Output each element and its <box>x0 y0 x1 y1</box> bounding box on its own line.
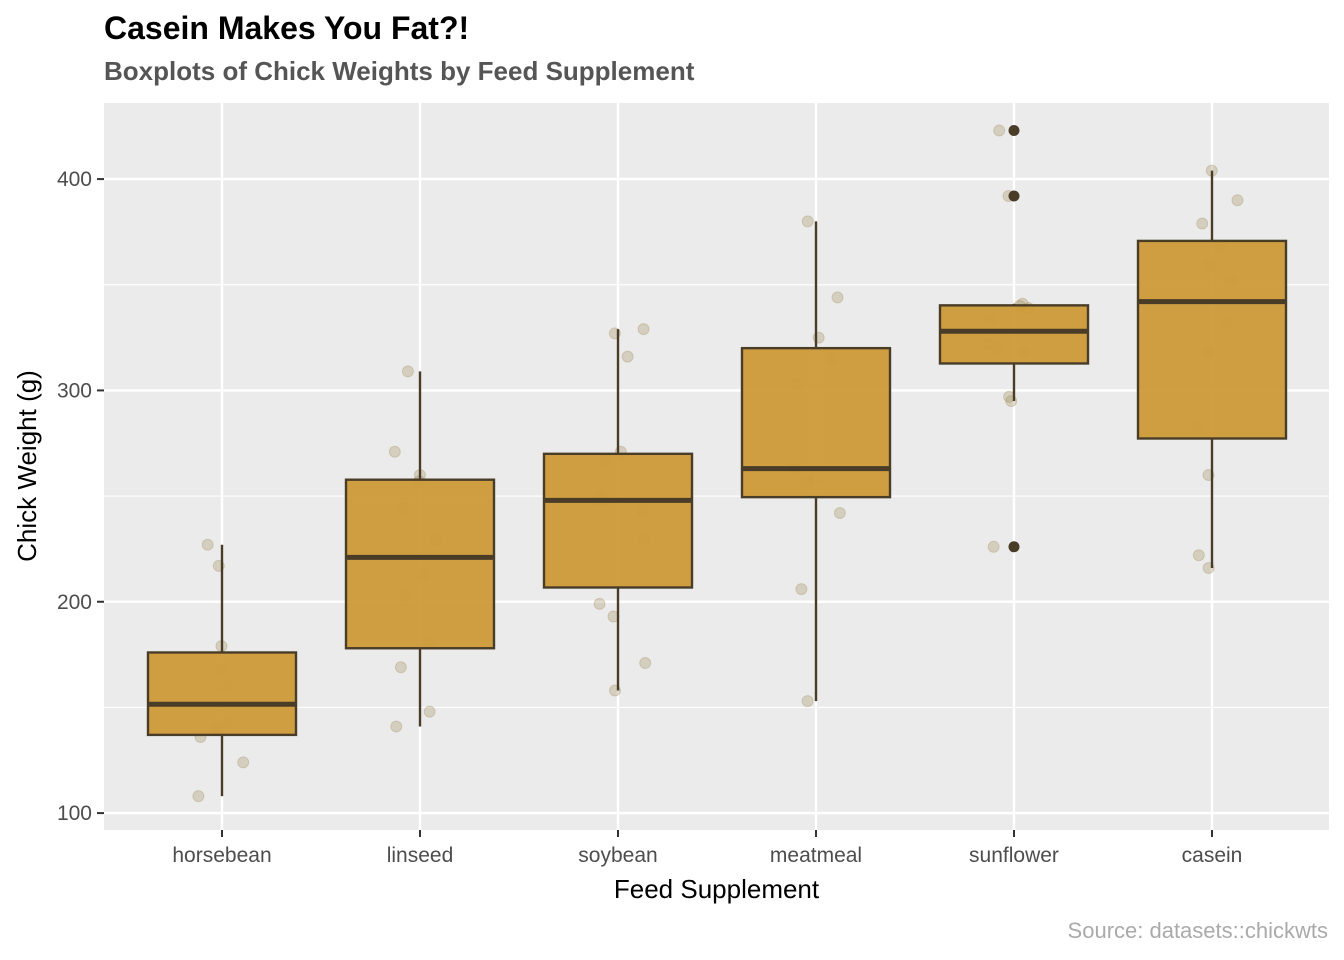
chart-subtitle: Boxplots of Chick Weights by Feed Supple… <box>104 56 695 86</box>
jitter-point <box>237 756 250 769</box>
y-tick-label: 200 <box>57 591 92 614</box>
jitter-point <box>812 331 825 344</box>
box-iqr <box>542 452 694 589</box>
box-iqr <box>146 651 298 737</box>
box-iqr <box>1136 239 1288 440</box>
outlier-point <box>1008 541 1020 553</box>
chart-title: Casein Makes You Fat?! <box>104 10 470 46</box>
jitter-point <box>801 215 814 228</box>
jitter-point <box>831 291 844 304</box>
plot-panel <box>104 103 1329 830</box>
jitter-point <box>593 597 606 610</box>
x-tick-label: horsebean <box>172 844 271 867</box>
jitter-point <box>639 657 652 670</box>
jitter-point <box>801 695 814 708</box>
chart-caption: Source: datasets::chickwts <box>1067 918 1328 943</box>
jitter-point <box>394 661 407 674</box>
x-tick-label: soybean <box>578 844 657 867</box>
jitter-point <box>401 365 414 378</box>
y-axis-title: Chick Weight (g) <box>12 370 42 562</box>
box-iqr <box>344 478 496 650</box>
x-tick-label: linseed <box>387 844 454 867</box>
jitter-point <box>621 350 634 363</box>
box-linseed <box>344 371 496 727</box>
jitter-point <box>637 323 650 336</box>
jitter-point <box>833 506 846 519</box>
x-axis-title: Feed Supplement <box>614 874 820 904</box>
box-soybean <box>542 329 694 691</box>
jitter-point <box>390 720 403 733</box>
jitter-point <box>1192 549 1205 562</box>
jitter-point <box>987 540 1000 553</box>
jitter-point <box>1231 194 1244 207</box>
axes: 100 200 300 400 horsebean linseed soybean meatm… <box>57 168 1242 867</box>
jitter-point <box>1196 217 1209 230</box>
y-tick-label: 100 <box>57 802 92 825</box>
y-tick-label: 300 <box>57 379 92 402</box>
boxes <box>146 124 1288 797</box>
jitter-point <box>201 538 214 551</box>
box-sunflower <box>938 124 1090 553</box>
outlier-point <box>1008 190 1020 202</box>
box-casein <box>1136 170 1288 568</box>
outlier-point <box>1008 124 1020 136</box>
jitter-point <box>423 705 436 718</box>
box-meatmeal <box>740 221 892 702</box>
jitter-point <box>192 790 205 803</box>
box-iqr <box>740 346 892 499</box>
y-tick-label: 400 <box>57 168 92 191</box>
box-iqr <box>938 304 1090 365</box>
x-tick-label: sunflower <box>969 844 1059 867</box>
jitter-point <box>795 583 808 596</box>
jitter-point <box>388 445 401 458</box>
jitter-point <box>993 124 1006 137</box>
x-tick-label: casein <box>1182 844 1243 867</box>
x-tick-label: meatmeal <box>770 844 862 867</box>
box-horsebean <box>146 544 298 797</box>
